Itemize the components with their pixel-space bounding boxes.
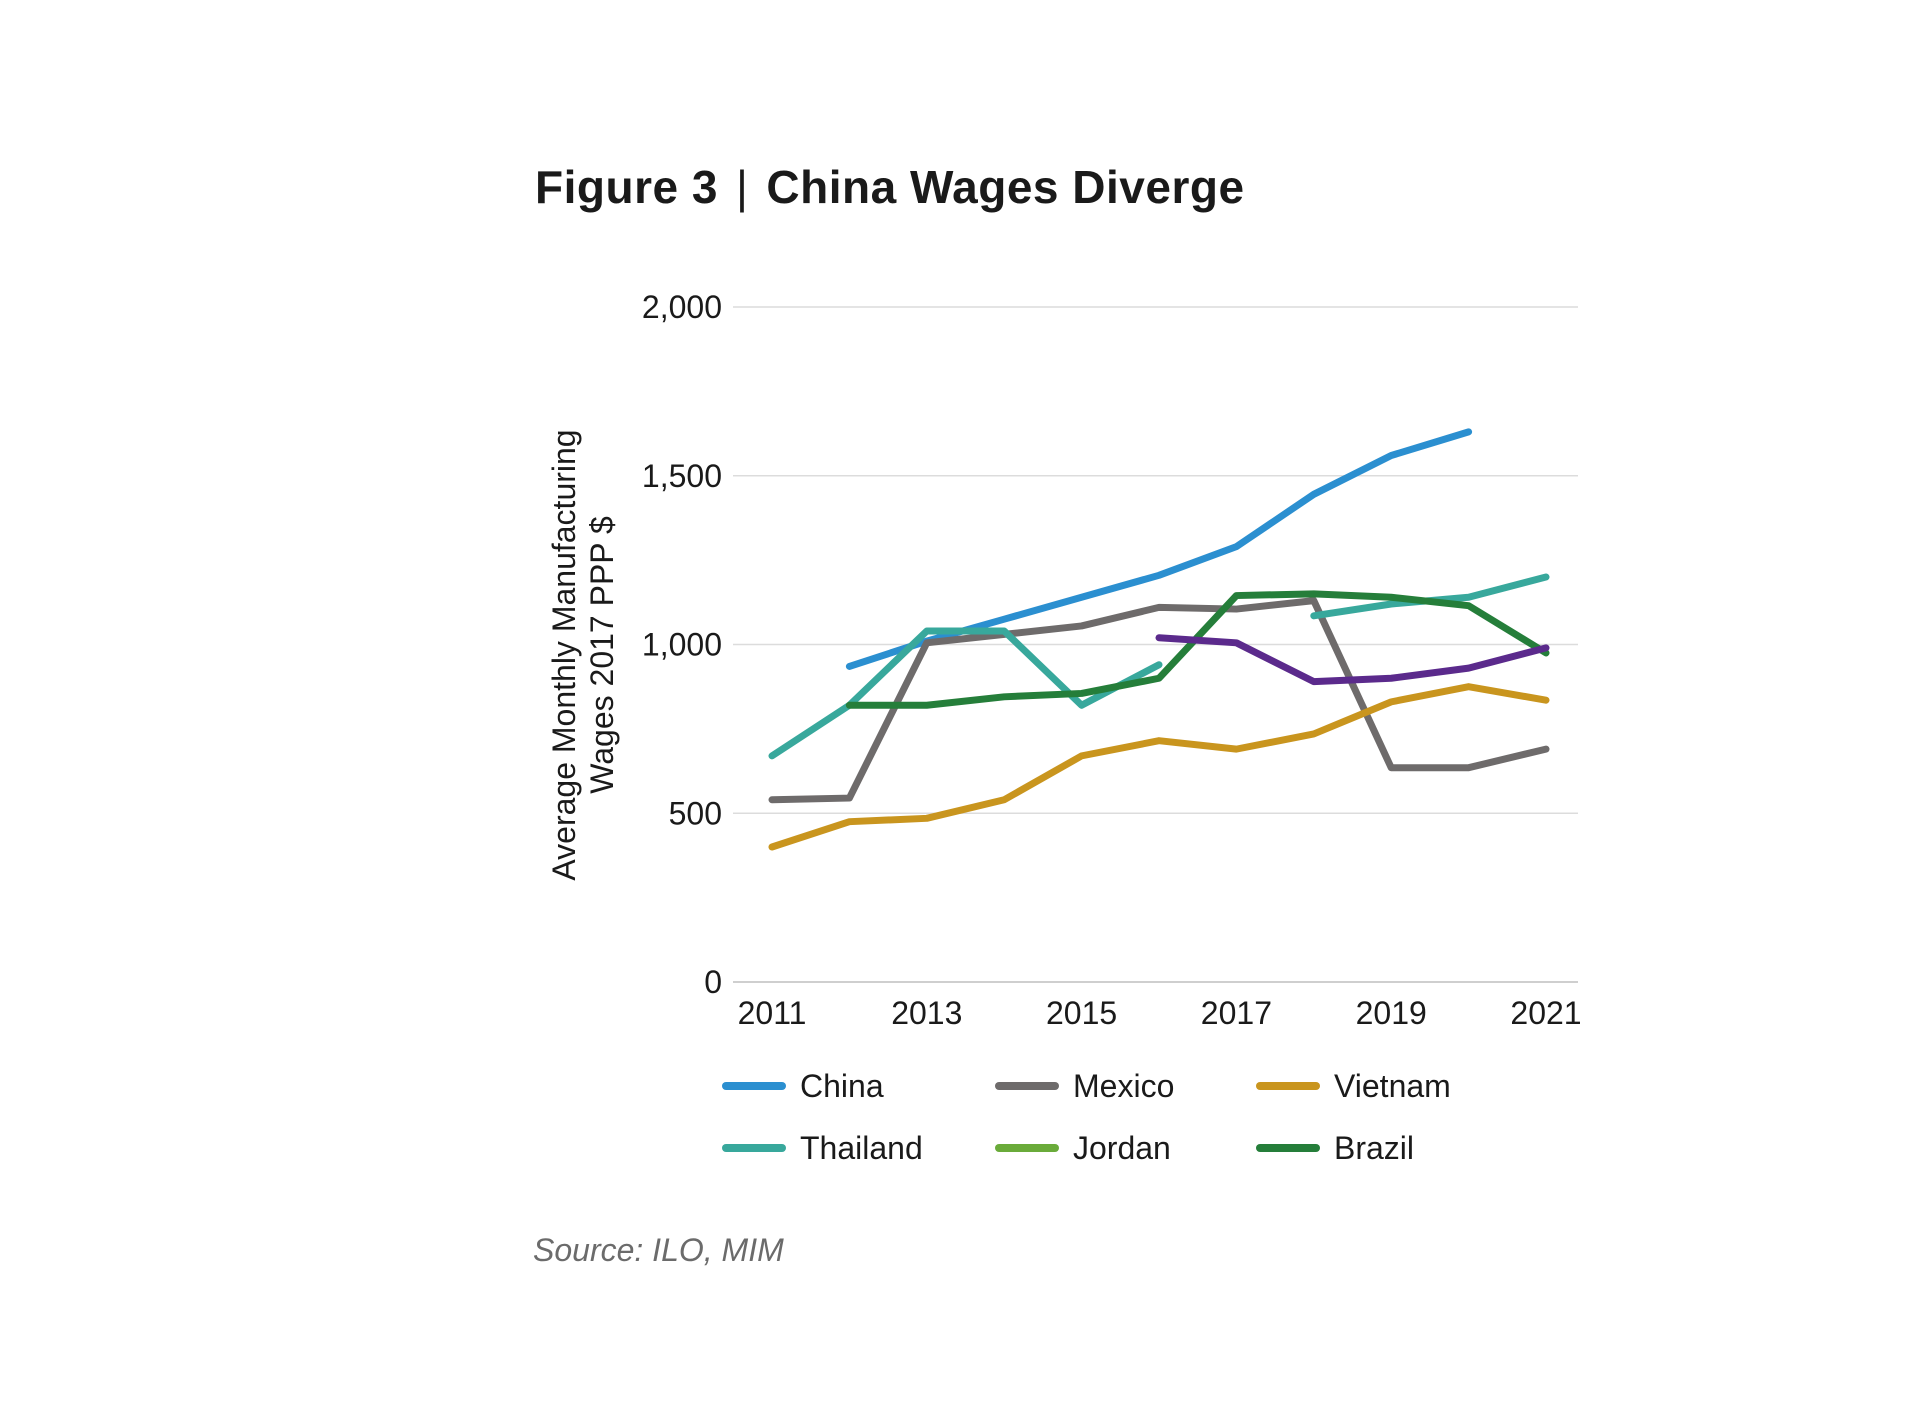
x-tick-label: 2011 bbox=[738, 995, 807, 1031]
figure-label: Figure 3 bbox=[535, 161, 718, 213]
legend-item-mexico: Mexico bbox=[995, 1068, 1174, 1104]
legend-item-vietnam: Vietnam bbox=[1256, 1068, 1451, 1104]
series-line-unlabeled bbox=[1155, 634, 1550, 686]
x-tick-label: 2019 bbox=[1356, 995, 1427, 1031]
legend: China Mexico Vietnam Thailand Jordan Brazil bbox=[722, 1068, 1451, 1166]
legend-label: China bbox=[800, 1068, 884, 1104]
series-line-thailand bbox=[768, 627, 1163, 760]
legend-label: Jordan bbox=[1073, 1130, 1171, 1166]
x-tick-label: 2015 bbox=[1046, 995, 1117, 1031]
title-separator: | bbox=[735, 161, 749, 213]
x-tick-label: 2021 bbox=[1510, 995, 1581, 1031]
legend-label: Mexico bbox=[1073, 1068, 1174, 1104]
legend-item-brazil: Brazil bbox=[1256, 1130, 1414, 1166]
y-tick-label: 0 bbox=[704, 964, 722, 1000]
y-axis-title-line: Average Monthly Manufacturing bbox=[546, 429, 582, 880]
y-tick-label: 500 bbox=[669, 795, 722, 831]
figure-title: Figure 3 | China Wages Diverge bbox=[535, 160, 1245, 214]
x-tick-label: 2013 bbox=[891, 995, 962, 1031]
axes: 0 500 1,000 1,500 2,000 2011 2013 2015 2017 2019 2… bbox=[546, 289, 1582, 1031]
series-mexico bbox=[768, 597, 1550, 804]
legend-item-jordan: Jordan bbox=[995, 1130, 1171, 1166]
legend-item-thailand: Thailand bbox=[722, 1130, 923, 1166]
y-tick-label: 1,500 bbox=[642, 458, 722, 494]
y-axis-title: Average Monthly ManufacturingWages 2017 … bbox=[546, 429, 620, 880]
series-line-mexico bbox=[768, 597, 1550, 804]
gridlines bbox=[733, 306, 1578, 983]
series-vietnam bbox=[768, 683, 1550, 851]
series-lines bbox=[768, 428, 1550, 851]
legend-label: Vietnam bbox=[1334, 1068, 1451, 1104]
legend-label: Brazil bbox=[1334, 1130, 1414, 1166]
source-note: Source: ILO, MIM bbox=[533, 1232, 784, 1268]
legend-label: Thailand bbox=[800, 1130, 923, 1166]
y-tick-label: 1,000 bbox=[642, 627, 722, 663]
y-axis-title-line: Wages 2017 PPP $ bbox=[584, 516, 620, 794]
y-tick-label: 2,000 bbox=[642, 289, 722, 325]
legend-item-china: China bbox=[722, 1068, 884, 1104]
series-unlabeled bbox=[1155, 634, 1550, 686]
series-line-vietnam bbox=[768, 683, 1550, 851]
figure-title-text: China Wages Diverge bbox=[766, 161, 1245, 213]
x-tick-label: 2017 bbox=[1201, 995, 1272, 1031]
